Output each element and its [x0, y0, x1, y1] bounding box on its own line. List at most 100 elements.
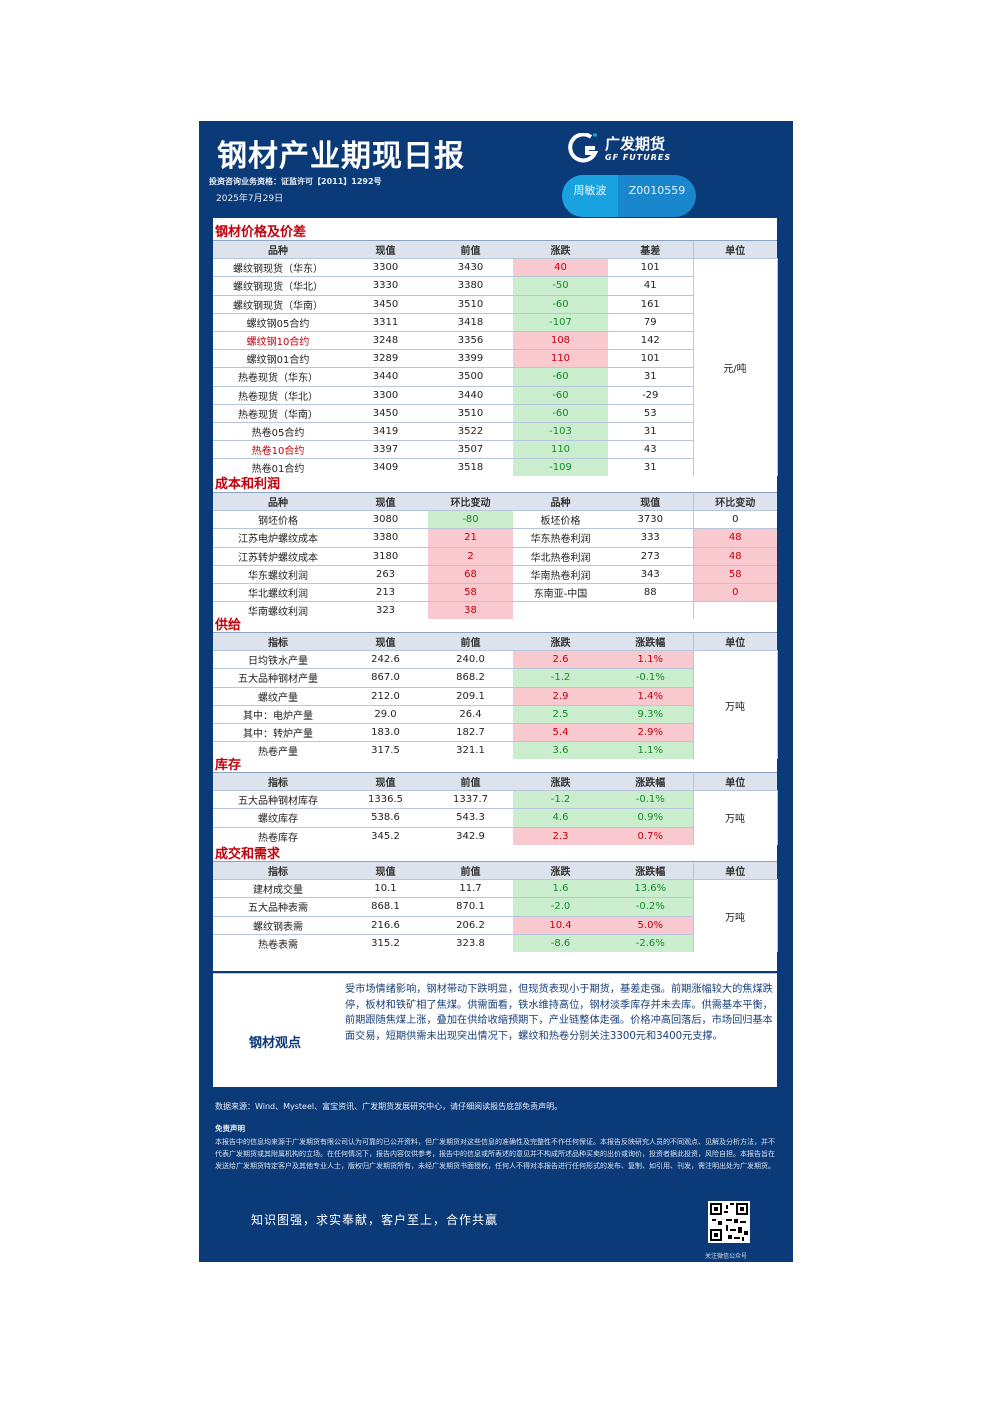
current-value-cell: 3450 [343, 403, 428, 423]
change-cell: 0 [692, 582, 777, 602]
change-cell: 110 [513, 349, 608, 368]
change-cell: -60 [513, 367, 608, 386]
previous-value-cell: 543.3 [428, 808, 513, 828]
basis-cell: 79 [608, 312, 693, 332]
change-cell: 5.4 [513, 722, 608, 742]
change-cell: 4.6 [513, 808, 608, 828]
previous-value-cell: 11.7 [428, 879, 513, 898]
table-row: 螺纹钢01合约 3289 3399 110 101 [213, 349, 777, 368]
change-pct-cell: 1.1% [608, 650, 693, 669]
change-cell: 21 [428, 528, 513, 548]
change-cell: -1.2 [513, 668, 608, 688]
variety-cell: 热卷05合约 [213, 421, 343, 441]
change-cell: 108 [513, 330, 608, 350]
indicator-cell: 热卷库存 [213, 826, 343, 845]
previous-value-cell: 3518 [428, 458, 513, 477]
column-header-variety: 品种 [213, 239, 343, 259]
previous-value-cell: 26.4 [428, 704, 513, 724]
column-header-change-pct: 涨跌幅 [608, 631, 693, 651]
table-row: 其中：电炉产量 29.0 26.4 2.5 9.3% [213, 704, 777, 724]
previous-value-cell: 868.2 [428, 668, 513, 688]
column-header-value-left: 现值 [343, 491, 428, 511]
change-cell: -1.2 [513, 790, 608, 809]
table-row: 螺纹库存 538.6 543.3 4.6 0.9% [213, 808, 777, 828]
indicator-cell: 其中：转炉产量 [213, 722, 343, 742]
column-header-change: 涨跌 [513, 771, 608, 791]
analyst-code: Z0010559 [628, 184, 686, 197]
value-cell: 3080 [343, 510, 428, 529]
change-cell: -109 [513, 458, 608, 477]
column-header-change-right: 环比变动 [692, 491, 777, 511]
variety-cell: 螺纹钢01合约 [213, 349, 343, 368]
logo-cn-text: 广发期货 [605, 135, 666, 153]
change-cell: 110 [513, 440, 608, 459]
change-pct-cell: 0.7% [608, 826, 693, 845]
column-header-current: 现值 [343, 631, 428, 651]
change-cell: 2.3 [513, 826, 608, 845]
table-row: 热卷01合约 3409 3518 -109 31 [213, 458, 777, 477]
previous-value-cell: 870.1 [428, 897, 513, 917]
basis-cell: 161 [608, 294, 693, 314]
indicator-cell: 热卷表需 [213, 933, 343, 952]
variety-cell: 华南热卷利润 [513, 564, 608, 584]
current-value-cell: 3330 [343, 276, 428, 296]
change-pct-cell: 13.6% [608, 879, 693, 898]
variety-cell: 江苏转炉螺纹成本 [213, 546, 343, 566]
variety-cell: 螺纹钢现货（华南） [213, 294, 343, 314]
steel-view-panel: 钢材观点 受市场情绪影响，钢材带动下跌明显，但现货表现小于期货，基差走强。前期涨… [213, 973, 777, 1087]
current-value-cell: 212.0 [343, 686, 428, 706]
column-header-basis: 基差 [608, 239, 693, 259]
change-cell: 68 [428, 564, 513, 584]
value-cell: 213 [343, 582, 428, 602]
table-row: 其中：转炉产量 183.0 182.7 5.4 2.9% [213, 722, 777, 742]
variety-cell: 江苏电炉螺纹成本 [213, 528, 343, 548]
change-cell: 2 [428, 546, 513, 566]
change-pct-cell: -0.1% [608, 790, 693, 809]
table-row: 热卷现货（华南） 3450 3510 -60 53 [213, 403, 777, 423]
indicator-cell: 日均铁水产量 [213, 650, 343, 669]
previous-value-cell: 3380 [428, 276, 513, 296]
previous-value-cell: 3440 [428, 385, 513, 405]
column-header-current: 现值 [343, 771, 428, 791]
change-pct-cell: 9.3% [608, 704, 693, 724]
qr-code-icon [708, 1201, 750, 1243]
previous-value-cell: 3500 [428, 367, 513, 386]
stock-section-title: 库存 [215, 758, 242, 773]
change-cell: 1.6 [513, 879, 608, 898]
change-cell: 2.6 [513, 650, 608, 669]
previous-value-cell: 3522 [428, 421, 513, 441]
change-cell: 40 [513, 258, 608, 277]
basis-cell: 142 [608, 330, 693, 350]
column-header-unit: 单位 [692, 239, 777, 259]
variety-cell: 华东热卷利润 [513, 528, 608, 548]
current-value-cell: 3248 [343, 330, 428, 350]
current-value-cell: 3419 [343, 421, 428, 441]
company-slogan: 知识图强，求实奉献，客户至上，合作共赢 [251, 1213, 499, 1227]
change-pct-cell: 0.9% [608, 808, 693, 828]
table-row: 江苏电炉螺纹成本 3380 21 华东热卷利润 333 48 [213, 528, 777, 548]
change-cell: 0 [692, 510, 777, 529]
change-cell: -8.6 [513, 933, 608, 952]
demand-section-title: 成交和需求 [215, 847, 281, 862]
table-row: 热卷05合约 3419 3522 -103 31 [213, 421, 777, 441]
basis-cell: 53 [608, 403, 693, 423]
column-header-unit: 单位 [692, 631, 777, 651]
disclaimer-text: 本报告中的信息均来源于广发期货有限公司认为可靠的已公开资料，但广发期货对这些信息… [215, 1138, 775, 1170]
current-value-cell: 345.2 [343, 826, 428, 845]
variety-cell: 热卷01合约 [213, 458, 343, 477]
previous-value-cell: 1337.7 [428, 790, 513, 809]
basis-cell: 43 [608, 440, 693, 459]
change-cell: 58 [692, 564, 777, 584]
value-cell: 3730 [608, 510, 693, 529]
current-value-cell: 216.6 [343, 915, 428, 935]
disclaimer-title: 免责声明 [215, 1124, 245, 1133]
column-header-change-pct: 涨跌幅 [608, 860, 693, 880]
table-row: 螺纹钢10合约 3248 3356 108 142 [213, 330, 777, 350]
variety-cell: 螺纹钢现货（华东） [213, 258, 343, 277]
variety-cell: 东南亚-中国 [513, 582, 608, 602]
basis-cell: 101 [608, 258, 693, 277]
current-value-cell: 1336.5 [343, 790, 428, 809]
current-value-cell: 242.6 [343, 650, 428, 669]
value-cell: 3380 [343, 528, 428, 548]
change-cell: 2.9 [513, 686, 608, 706]
